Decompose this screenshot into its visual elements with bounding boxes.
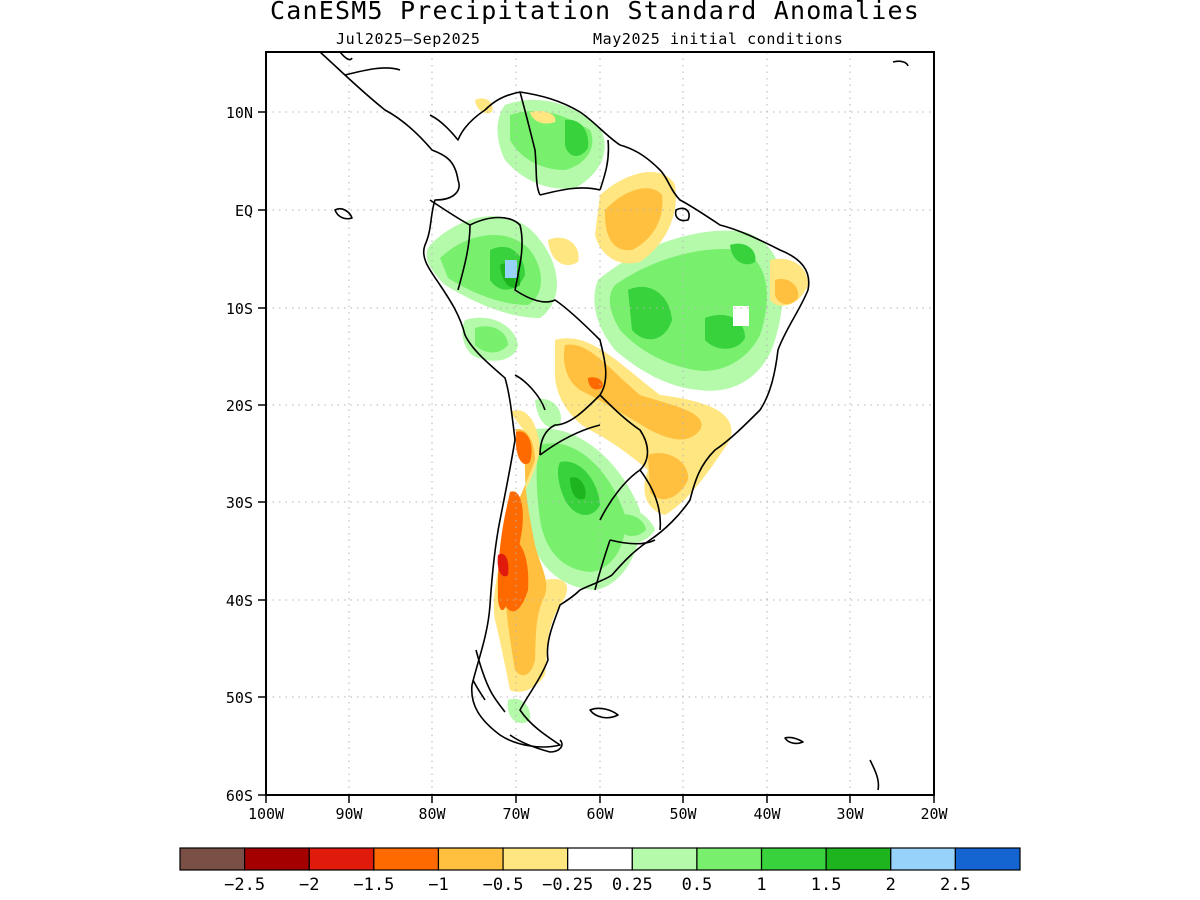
y-tick-label: 10S: [226, 300, 253, 318]
x-tick-label: 90W: [335, 805, 363, 823]
legend-label: 0.25: [612, 875, 653, 895]
legend-labels: −2.5 −2 −1.5 −1 −0.5 −0.25 0.25 0.5 1 1.5 2 2.5: [224, 875, 971, 895]
legend-swatch: [567, 847, 633, 871]
legend-swatch: [631, 847, 698, 871]
x-tick-label: 20W: [920, 805, 948, 823]
y-axis-labels: 10N EQ 10S 20S 30S 40S 50S 60S: [226, 104, 253, 805]
legend-swatch: [954, 847, 1021, 871]
legend-swatch: [760, 847, 827, 871]
legend-swatch: [373, 847, 440, 871]
y-tick-label: 10N: [226, 104, 253, 122]
y-tick-label: 30S: [226, 494, 253, 512]
legend-label: −0.5: [483, 875, 524, 895]
legend-label: 2.5: [940, 875, 971, 895]
legend-swatch: [502, 847, 569, 871]
legend-swatch: [244, 847, 310, 871]
legend-label: 1.5: [811, 875, 842, 895]
graticule: [266, 52, 934, 795]
legend-swatch: [825, 847, 892, 871]
legend-label: 1: [756, 875, 766, 895]
x-tick-label: 100W: [248, 805, 285, 823]
x-tick-label: 70W: [502, 805, 530, 823]
y-tick-label: 40S: [226, 592, 253, 610]
legend-label: −1.5: [353, 875, 394, 895]
color-legend: [179, 847, 1021, 871]
x-axis-labels: 100W 90W 80W 70W 60W 50W 40W 30W 20W: [248, 805, 949, 823]
legend-swatch: [890, 847, 956, 871]
legend-label: −1: [428, 875, 448, 895]
legend-swatch: [696, 847, 763, 871]
legend-label: 2: [886, 875, 896, 895]
legend-label: −0.25: [542, 875, 593, 895]
init-label: May2025 initial conditions: [593, 30, 844, 48]
legend-label: −2: [299, 875, 319, 895]
x-tick-label: 60W: [586, 805, 614, 823]
y-tick-label: 50S: [226, 689, 253, 707]
y-tick-label: 60S: [226, 787, 253, 805]
tick-marks: [258, 111, 935, 803]
x-tick-label: 40W: [753, 805, 781, 823]
y-tick-label: EQ: [235, 202, 253, 220]
y-tick-label: 20S: [226, 397, 253, 415]
x-tick-label: 50W: [669, 805, 697, 823]
coastline: [319, 52, 909, 791]
x-tick-label: 80W: [418, 805, 446, 823]
legend-label: 0.5: [682, 875, 713, 895]
legend-swatch: [179, 847, 246, 871]
season-label: Jul2025–Sep2025: [336, 30, 481, 48]
x-tick-label: 30W: [836, 805, 864, 823]
legend-swatch: [308, 847, 375, 871]
legend-swatch: [437, 847, 504, 871]
chart-title: CanESM5 Precipitation Standard Anomalies: [269, 0, 921, 25]
legend-label: −2.5: [224, 875, 265, 895]
